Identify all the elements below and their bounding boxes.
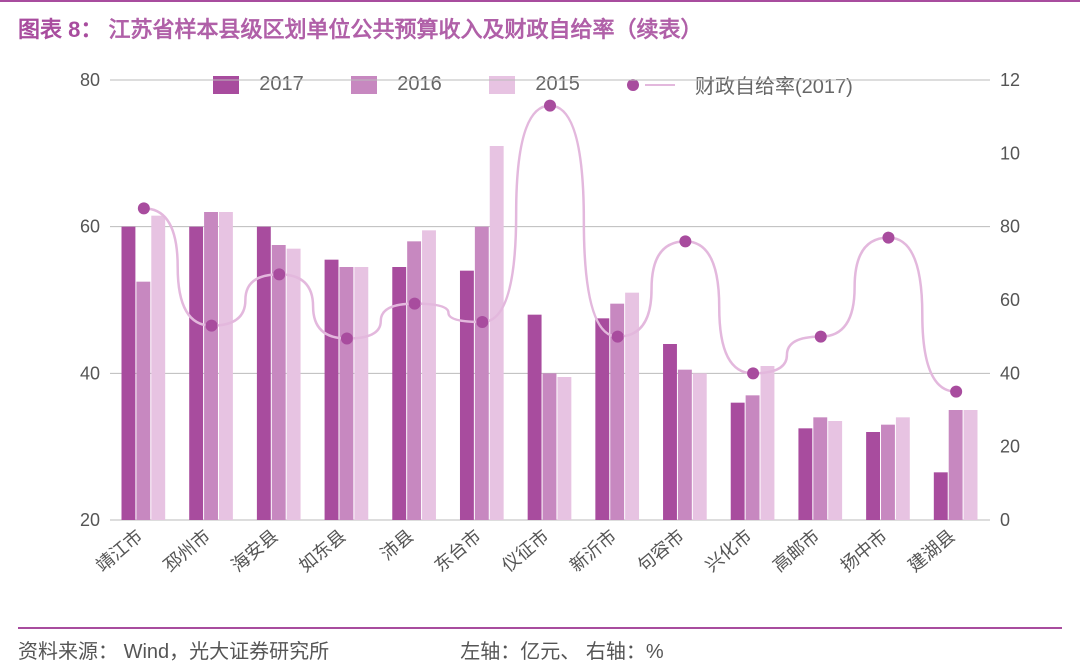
svg-text:邳州市: 邳州市 — [160, 526, 214, 576]
svg-text:东台市: 东台市 — [431, 526, 485, 576]
svg-text:句容市: 句容市 — [634, 526, 688, 576]
svg-text:沛县: 沛县 — [377, 526, 417, 564]
source-label: 资料来源： — [18, 641, 118, 663]
svg-text:靖江市: 靖江市 — [92, 526, 146, 576]
svg-text:海安县: 海安县 — [228, 526, 282, 576]
chart-area: 20 40 60 80 0 20 40 60 80 100 120 靖江市邳州市海安县如东县沛县东台市… — [60, 60, 1020, 580]
svg-text:80: 80 — [1000, 217, 1020, 237]
svg-text:高邮市: 高邮市 — [769, 526, 823, 576]
svg-text:新沂市: 新沂市 — [566, 526, 620, 576]
source: Wind，光大证券研究所 — [124, 641, 330, 663]
svg-text:建湖县: 建湖县 — [905, 526, 959, 576]
svg-text:120: 120 — [1000, 70, 1020, 90]
svg-text:20: 20 — [1000, 437, 1020, 457]
svg-text:0: 0 — [1000, 510, 1010, 530]
svg-text:80: 80 — [80, 70, 100, 90]
title-label: 图表 8： — [18, 17, 102, 42]
svg-text:仪征市: 仪征市 — [498, 526, 552, 576]
svg-text:兴化市: 兴化市 — [701, 526, 755, 576]
svg-text:扬中市: 扬中市 — [837, 526, 891, 576]
footer: 资料来源： Wind，光大证券研究所 左轴：亿元、 右轴：% — [18, 627, 1062, 664]
left-axis-label: 左轴：亿元、 — [460, 641, 580, 663]
svg-text:如东县: 如东县 — [295, 526, 349, 576]
svg-text:40: 40 — [1000, 363, 1020, 383]
chart-title: 图表 8： 江苏省样本县级区划单位公共预算收入及财政自给率（续表） — [0, 0, 1080, 54]
right-axis-label: 右轴：% — [586, 641, 664, 663]
svg-text:60: 60 — [1000, 290, 1020, 310]
svg-text:60: 60 — [80, 217, 100, 237]
title-text: 江苏省样本县级区划单位公共预算收入及财政自给率（续表） — [108, 17, 702, 42]
svg-text:100: 100 — [1000, 143, 1020, 163]
svg-text:20: 20 — [80, 510, 100, 530]
svg-text:40: 40 — [80, 363, 100, 383]
